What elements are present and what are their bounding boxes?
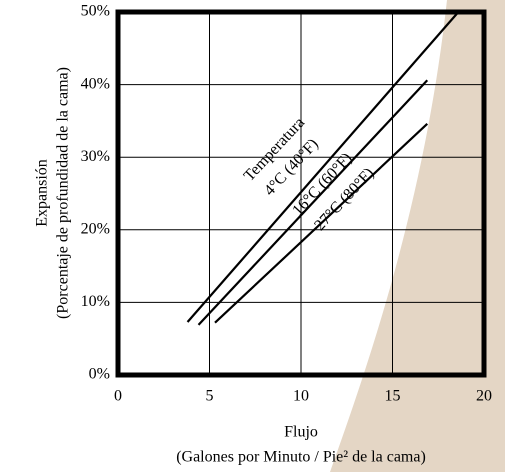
x-axis-sublabel: (Galones por Minuto / Pie² de la cama) [176, 449, 426, 466]
x-tick-label: 0 [114, 388, 122, 405]
y-tick-label: 20% [81, 220, 110, 237]
y-tick-label: 30% [81, 148, 110, 165]
x-tick-label: 10 [293, 388, 309, 405]
x-tick-label: 20 [476, 388, 492, 405]
y-tick-label: 10% [81, 293, 110, 310]
y-axis-label: Expansión [34, 159, 51, 227]
y-tick-label: 40% [81, 75, 110, 92]
x-tick-label: 15 [385, 388, 401, 405]
x-axis-label: Flujo [284, 424, 318, 441]
y-tick-label: 0% [89, 366, 110, 383]
y-tick-label: 50% [81, 3, 110, 20]
x-tick-label: 5 [206, 388, 214, 405]
chart: Flujo (Galones por Minuto / Pie² de la c… [0, 0, 505, 472]
y-axis-sublabel: (Porcentaje de profundidad de la cama) [55, 67, 72, 319]
